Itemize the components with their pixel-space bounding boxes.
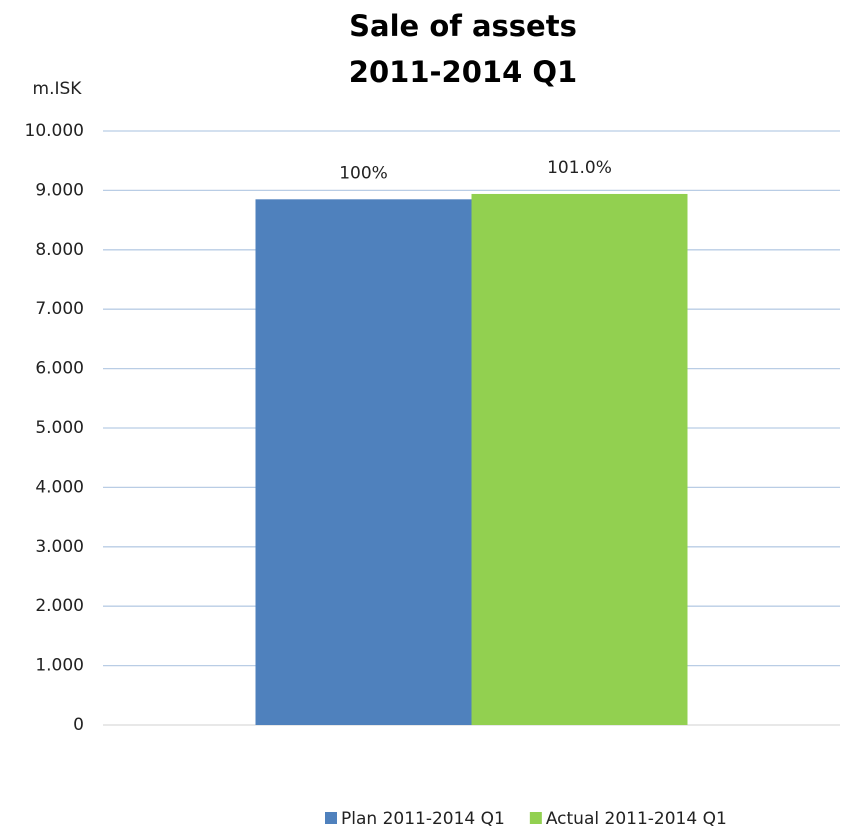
legend-label: Actual 2011-2014 Q1 [546,809,727,829]
data-label: 100% [339,163,388,183]
y-tick-label: 1.000 [35,656,84,676]
y-tick-label: 3.000 [35,537,84,557]
chart-title: Sale of assets [349,9,577,43]
legend-swatch [325,812,337,824]
y-tick-label: 9.000 [35,180,84,200]
chart-title: 2011-2014 Q1 [349,55,577,89]
y-tick-label: 5.000 [35,418,84,438]
bar [255,199,472,725]
y-tick-label: 10.000 [25,121,84,141]
y-tick-label: 8.000 [35,240,84,260]
legend-swatch [529,812,542,824]
y-tick-label: 6.000 [35,359,84,379]
y-tick-label: 7.000 [35,299,84,319]
legend-label: Plan 2011-2014 Q1 [341,809,505,829]
y-tick-label: 2.000 [35,596,84,616]
y-tick-label: 0 [73,715,84,735]
y-axis-label: m.ISK [33,79,83,99]
data-label: 101.0% [547,158,612,178]
y-tick-label: 4.000 [35,477,84,497]
bar [471,193,688,726]
